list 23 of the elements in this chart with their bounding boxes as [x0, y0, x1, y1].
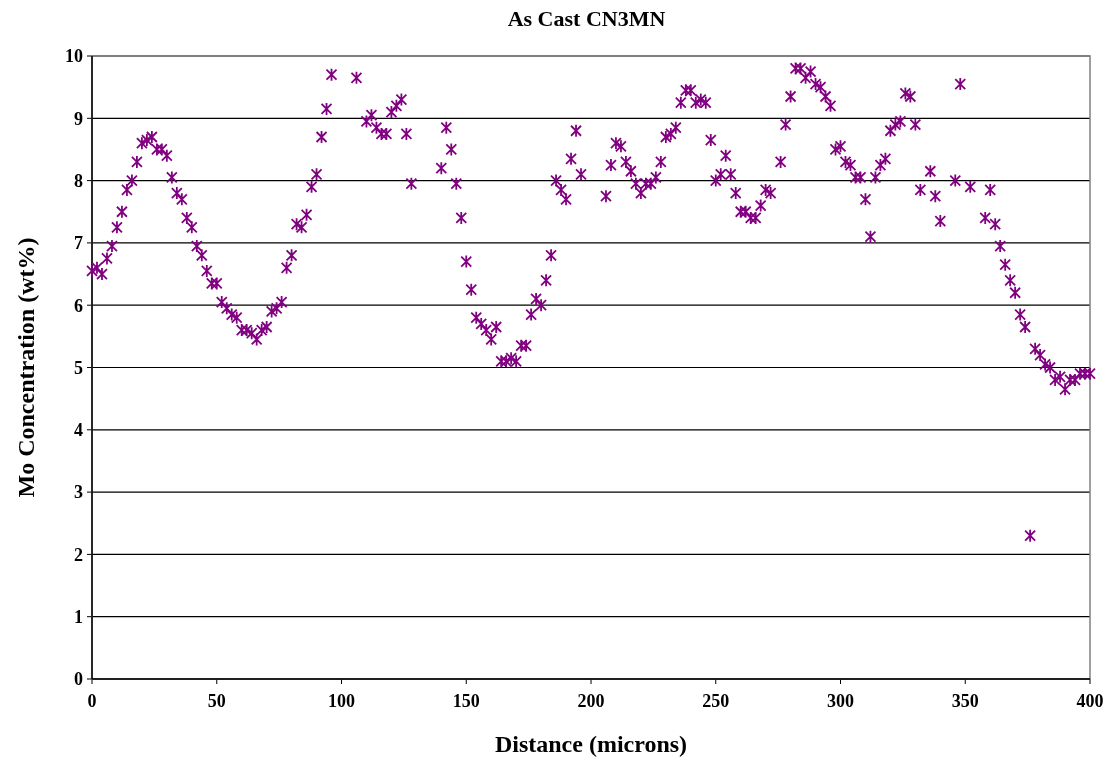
- x-tick-label: 300: [827, 691, 854, 711]
- x-tick-label: 150: [452, 691, 480, 711]
- y-tick-label: 8: [74, 170, 83, 191]
- y-tick-label: 9: [74, 108, 83, 129]
- y-tick-label: 0: [74, 669, 83, 690]
- y-tick-label: 1: [74, 607, 83, 627]
- x-tick-label: 200: [577, 691, 605, 711]
- y-tick-label: 6: [74, 295, 83, 316]
- x-tick-label: 0: [87, 691, 97, 711]
- y-tick-label: 10: [65, 46, 83, 67]
- chart-title: As Cast CN3MN: [507, 6, 666, 31]
- x-tick-label: 250: [702, 691, 730, 711]
- x-tick-label: 50: [207, 691, 226, 711]
- x-tick-label: 100: [328, 691, 355, 711]
- x-axis-title: Distance (microns): [494, 731, 688, 757]
- y-tick-label: 5: [74, 357, 83, 378]
- y-axis-title: Mo Concentration (wt%): [13, 237, 39, 498]
- y-tick-label: 3: [74, 482, 83, 503]
- x-tick-label: 400: [1076, 691, 1104, 711]
- y-tick-label: 7: [74, 233, 83, 254]
- y-tick-label: 4: [74, 420, 83, 441]
- x-tick-label: 350: [951, 691, 979, 711]
- y-tick-label: 2: [74, 544, 83, 565]
